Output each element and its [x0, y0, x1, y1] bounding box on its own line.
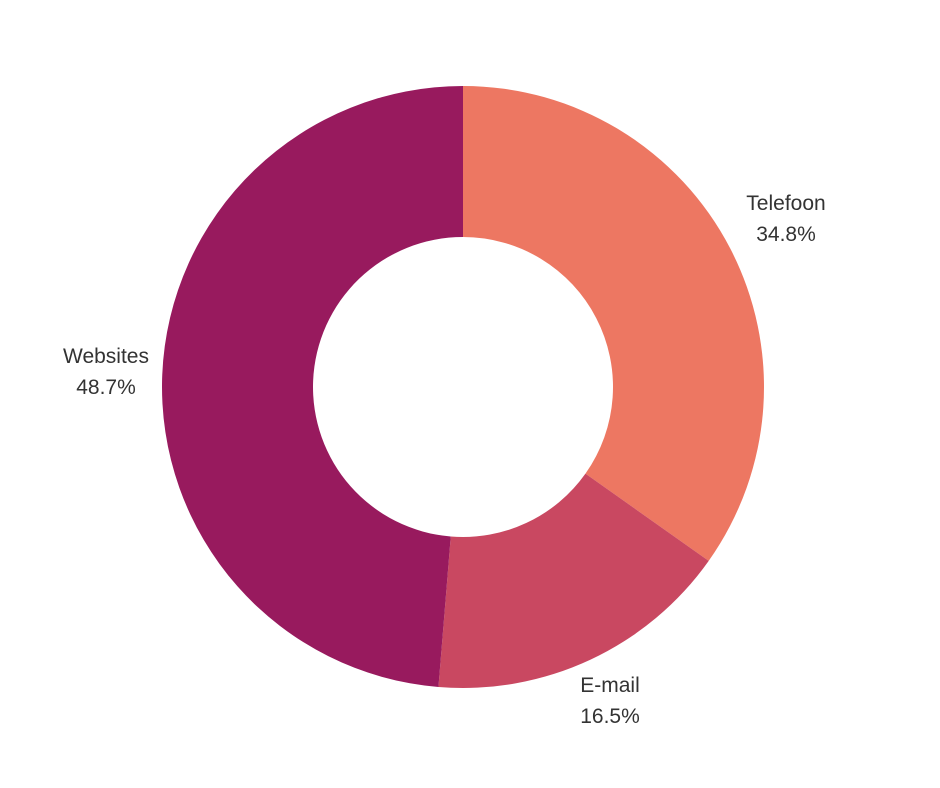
donut-slices — [162, 86, 764, 688]
slice-value-email: 16.5% — [580, 705, 640, 728]
slice-value-websites: 48.7% — [76, 376, 136, 399]
slice-label-email: E-mail — [580, 674, 640, 697]
donut-slice-e-mail — [438, 473, 709, 688]
slice-value-telefoon: 34.8% — [756, 223, 816, 246]
slice-label-websites: Websites — [63, 345, 149, 368]
donut-slice-telefoon — [463, 86, 764, 561]
slice-label-telefoon: Telefoon — [746, 192, 825, 215]
donut-slice-websites — [162, 86, 463, 687]
